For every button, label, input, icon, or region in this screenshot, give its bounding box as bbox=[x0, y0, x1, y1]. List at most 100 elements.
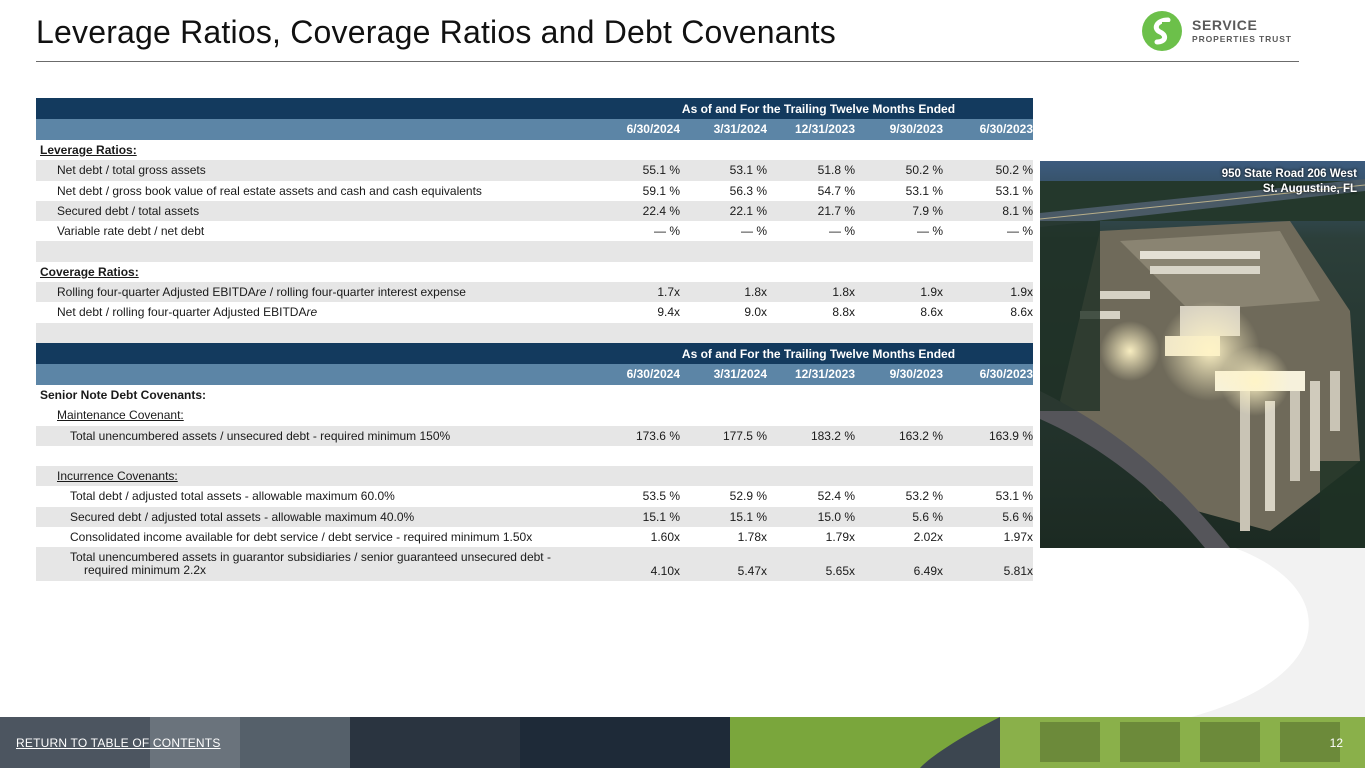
value-cell: 53.2 % bbox=[905, 489, 943, 504]
caption-line1: 950 State Road 206 West bbox=[1221, 168, 1357, 180]
row-label: Net debt / rolling four-quarter Adjusted… bbox=[57, 305, 318, 320]
value-cell: 9.4x bbox=[657, 305, 680, 320]
row-label: Secured debt / total assets bbox=[57, 203, 200, 218]
date-header: 9/30/2023 bbox=[889, 367, 943, 381]
covenants-section-title: Senior Note Debt Covenants: bbox=[40, 388, 207, 402]
aerial-photo-illustration bbox=[1040, 161, 1365, 548]
value-cell: 53.1 % bbox=[995, 489, 1033, 504]
page-title: Leverage Ratios, Coverage Ratios and Deb… bbox=[36, 14, 836, 50]
logo-subtitle: PROPERTIES TRUST bbox=[1192, 34, 1292, 44]
leverage-coverage-table: As of and For the Trailing Twelve Months… bbox=[36, 98, 1033, 343]
span-header-label: As of and For the Trailing Twelve Months… bbox=[681, 102, 956, 116]
section-row: Senior Note Debt Covenants: bbox=[36, 385, 1033, 405]
table-row: Net debt / total gross assets 55.1 % 53.… bbox=[36, 160, 1033, 181]
value-cell: 53.1 % bbox=[905, 183, 943, 198]
value-cell: 21.7 % bbox=[817, 203, 855, 218]
value-cell: 52.4 % bbox=[817, 489, 855, 504]
caption-line2: St. Augustine, FL bbox=[1262, 183, 1357, 195]
value-cell: 163.9 % bbox=[988, 428, 1033, 443]
table-row: Secured debt / adjusted total assets - a… bbox=[36, 506, 1033, 528]
logo-mark-icon bbox=[1142, 11, 1182, 51]
table-span-header: As of and For the Trailing Twelve Months… bbox=[36, 343, 1033, 364]
table-date-header: 6/30/2024 3/31/2024 12/31/2023 9/30/2023… bbox=[36, 119, 1033, 140]
value-cell: — % bbox=[916, 224, 943, 239]
value-cell: 8.6x bbox=[1010, 305, 1033, 320]
value-cell: 5.65x bbox=[825, 564, 855, 579]
value-cell: 1.78x bbox=[737, 530, 767, 545]
value-cell: 53.1 % bbox=[729, 163, 767, 178]
value-cell: 56.3 % bbox=[729, 183, 767, 198]
value-cell: 8.8x bbox=[832, 305, 855, 320]
incurrence-title: Incurrence Covenants: bbox=[57, 469, 178, 484]
date-header: 12/31/2023 bbox=[794, 367, 855, 381]
page-number: 12 bbox=[1329, 736, 1343, 750]
value-cell: 1.8x bbox=[744, 285, 767, 300]
date-header: 6/30/2024 bbox=[626, 122, 680, 136]
value-cell: — % bbox=[653, 224, 680, 239]
company-logo: SERVICE PROPERTIES TRUST bbox=[1142, 11, 1302, 53]
table-row: Consolidated income available for debt s… bbox=[36, 527, 1033, 547]
leverage-section-title: Leverage Ratios: bbox=[40, 143, 137, 157]
table-row: Variable rate debt / net debt — % — % — … bbox=[36, 221, 1033, 241]
value-cell: 1.8x bbox=[832, 285, 855, 300]
table-date-header: 6/30/2024 3/31/2024 12/31/2023 9/30/2023… bbox=[36, 364, 1033, 385]
value-cell: 9.0x bbox=[744, 305, 767, 320]
table-row: Total debt / adjusted total assets - all… bbox=[36, 486, 1033, 506]
table-row: Secured debt / total assets 22.4 % 22.1 … bbox=[36, 200, 1033, 222]
value-cell: 52.9 % bbox=[729, 489, 767, 504]
value-cell: 1.60x bbox=[650, 530, 680, 545]
value-cell: 8.6x bbox=[920, 305, 943, 320]
row-label: Variable rate debt / net debt bbox=[57, 224, 205, 239]
row-label: Consolidated income available for debt s… bbox=[70, 530, 533, 545]
date-header: 6/30/2023 bbox=[979, 122, 1033, 136]
row-label: Secured debt / adjusted total assets - a… bbox=[70, 509, 415, 524]
date-header: 12/31/2023 bbox=[794, 122, 855, 136]
value-cell: 1.9x bbox=[920, 285, 943, 300]
value-cell: 53.1 % bbox=[995, 183, 1033, 198]
value-cell: 5.47x bbox=[737, 564, 767, 579]
table-row: Total unencumbered assets / unsecured de… bbox=[36, 425, 1033, 446]
row-label: Net debt / gross book value of real esta… bbox=[57, 183, 482, 198]
footer-background-illustration bbox=[0, 717, 1365, 768]
row-label: Total unencumbered assets / unsecured de… bbox=[70, 428, 451, 443]
table-row: Net debt / gross book value of real esta… bbox=[36, 181, 1033, 201]
coverage-section-title: Coverage Ratios: bbox=[40, 264, 139, 279]
return-to-toc-link[interactable]: RETURN TO TABLE OF CONTENTS bbox=[16, 736, 221, 750]
title-divider bbox=[36, 61, 1299, 62]
row-label: Total debt / adjusted total assets - all… bbox=[70, 489, 395, 504]
value-cell: 5.6 % bbox=[912, 509, 943, 524]
spacer-row bbox=[36, 322, 1033, 343]
value-cell: 163.2 % bbox=[898, 428, 943, 443]
row-label: Rolling four-quarter Adjusted EBITDAre /… bbox=[57, 285, 466, 300]
spacer-row bbox=[36, 446, 1033, 466]
date-header: 3/31/2024 bbox=[713, 122, 767, 136]
value-cell: 50.2 % bbox=[905, 163, 943, 178]
date-header: 3/31/2024 bbox=[713, 367, 767, 381]
value-cell: 22.4 % bbox=[642, 203, 680, 218]
value-cell: 53.5 % bbox=[642, 489, 680, 504]
span-header-label: As of and For the Trailing Twelve Months… bbox=[681, 347, 956, 361]
value-cell: 7.9 % bbox=[912, 203, 943, 218]
subsection-row: Incurrence Covenants: bbox=[36, 466, 1033, 487]
value-cell: 1.7x bbox=[657, 285, 680, 300]
value-cell: 177.5 % bbox=[722, 428, 767, 443]
table-row: Net debt / rolling four-quarter Adjusted… bbox=[36, 302, 1033, 322]
value-cell: 183.2 % bbox=[810, 428, 855, 443]
value-cell: 15.1 % bbox=[729, 509, 767, 524]
debt-covenants-table: As of and For the Trailing Twelve Months… bbox=[36, 343, 1033, 582]
logo-name: SERVICE bbox=[1192, 17, 1258, 33]
footer-banner: RETURN TO TABLE OF CONTENTS 12 bbox=[0, 717, 1365, 768]
section-row: Leverage Ratios: bbox=[36, 140, 1033, 160]
value-cell: 5.81x bbox=[1003, 564, 1033, 579]
value-cell: — % bbox=[740, 224, 767, 239]
value-cell: 173.6 % bbox=[635, 428, 680, 443]
date-header: 6/30/2023 bbox=[979, 367, 1033, 381]
value-cell: 50.2 % bbox=[995, 163, 1033, 178]
value-cell: — % bbox=[828, 224, 855, 239]
photo-caption: 950 State Road 206 West St. Augustine, F… bbox=[1222, 167, 1357, 197]
table-row: Rolling four-quarter Adjusted EBITDAre /… bbox=[36, 282, 1033, 303]
table-span-header: As of and For the Trailing Twelve Months… bbox=[36, 98, 1033, 119]
value-cell: 6.49x bbox=[913, 564, 943, 579]
date-header: 9/30/2023 bbox=[889, 122, 943, 136]
value-cell: 2.02x bbox=[913, 530, 943, 545]
